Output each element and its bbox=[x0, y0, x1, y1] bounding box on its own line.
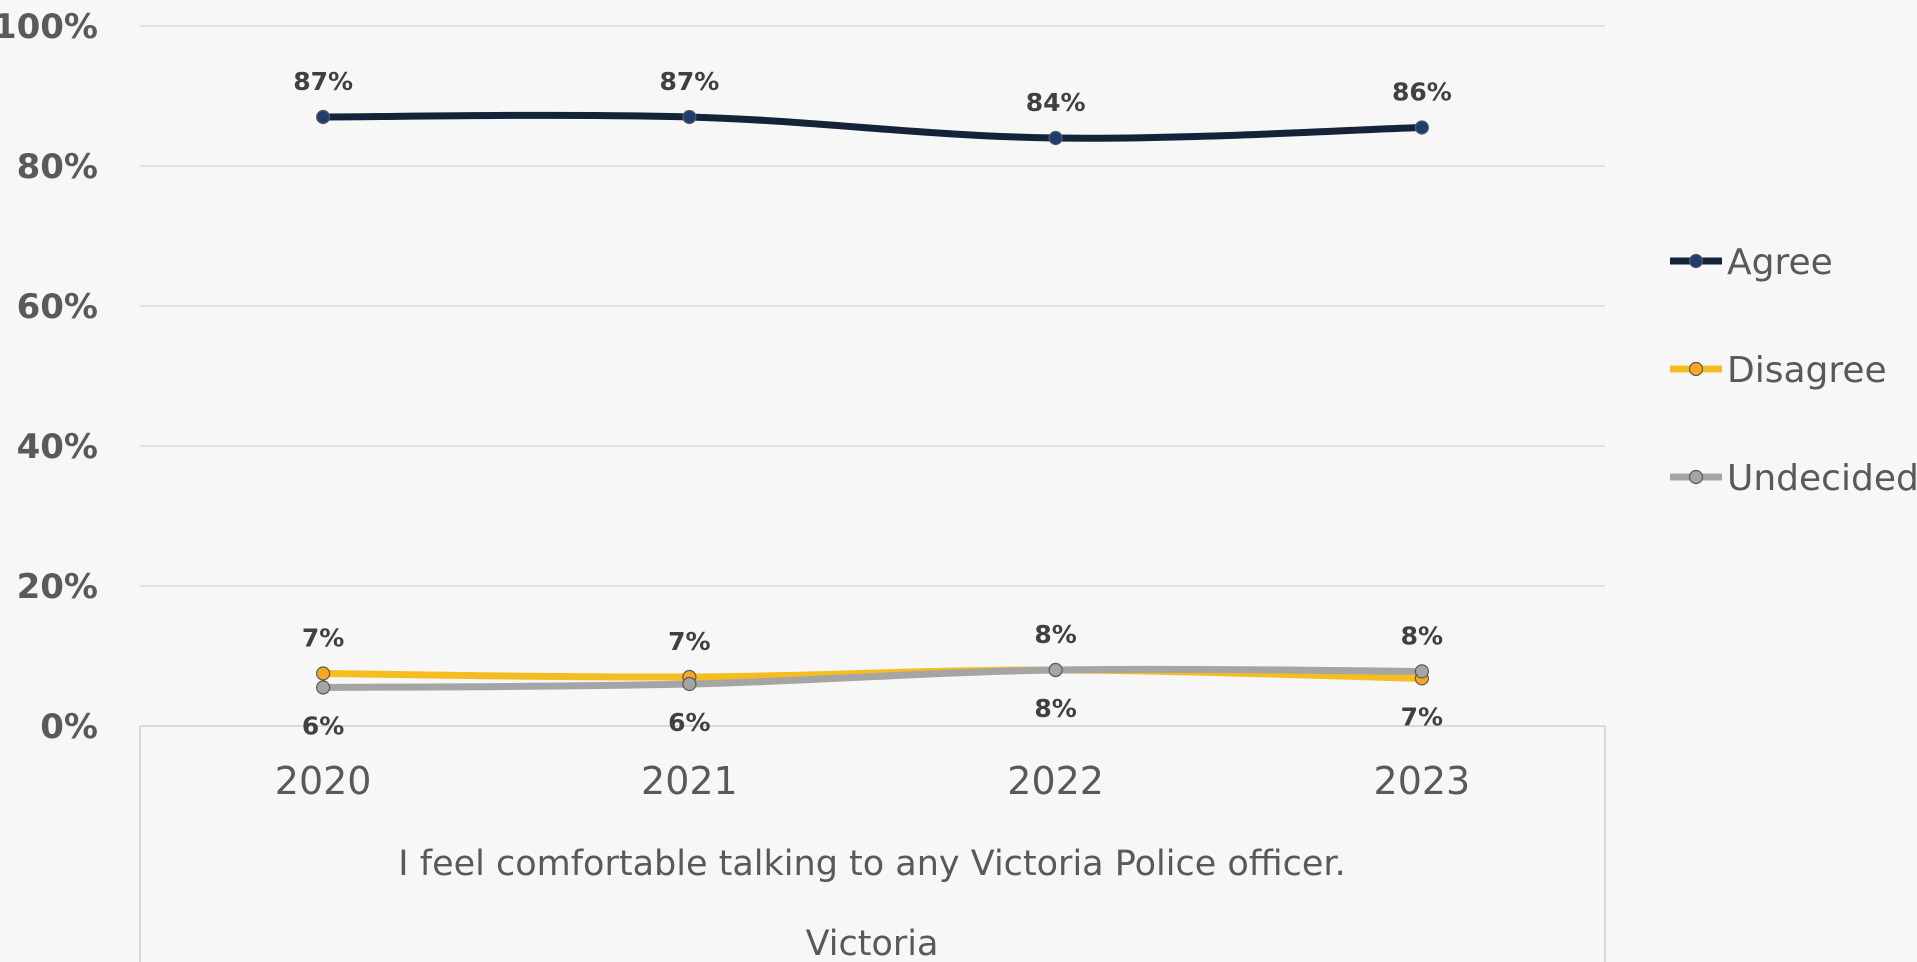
undecided-data-label: 6% bbox=[668, 708, 710, 737]
gridlines bbox=[140, 25, 1605, 587]
undecided-data-label: 6% bbox=[302, 712, 344, 741]
y-tick-label: 20% bbox=[17, 567, 98, 607]
agree-data-label: 87% bbox=[659, 67, 719, 96]
undecided-point bbox=[682, 676, 697, 692]
agree-point bbox=[682, 109, 697, 125]
agree-point bbox=[1048, 130, 1063, 146]
legend-marker-agree bbox=[1688, 253, 1704, 269]
y-tick-label: 0% bbox=[40, 707, 98, 747]
undecided-point bbox=[1048, 662, 1063, 678]
y-tick-label: 100% bbox=[0, 7, 98, 47]
disagree-data-label: 7% bbox=[668, 627, 710, 656]
x-axis-tick-labels: 2020 2021 2022 2023 bbox=[275, 759, 1470, 803]
legend-label-undecided: Undecided bbox=[1727, 458, 1917, 499]
data-labels: 87% 87% 84% 86% 7% 7% 8% 7% 6% 6% 8% 8% bbox=[293, 67, 1452, 741]
undecided-point bbox=[316, 680, 331, 695]
y-axis-tick-labels: 0% 20% 40% 60% 80% 100% bbox=[0, 7, 98, 747]
disagree-point bbox=[316, 666, 331, 681]
agree-point bbox=[316, 109, 331, 125]
agree-series-line bbox=[319, 111, 1426, 142]
disagree-data-label: 7% bbox=[302, 624, 344, 653]
agree-data-label: 87% bbox=[293, 67, 353, 96]
category-group-label-statement: I feel comfortable talking to any Victor… bbox=[398, 844, 1345, 884]
category-axis-frame bbox=[139, 725, 1606, 962]
x-tick-label: 2020 bbox=[275, 759, 372, 803]
disagree-data-label: 7% bbox=[1401, 702, 1443, 731]
category-group-label-region: Victoria bbox=[806, 924, 939, 962]
series-lines bbox=[316, 109, 1429, 695]
x-tick-label: 2022 bbox=[1007, 759, 1104, 803]
y-tick-label: 60% bbox=[17, 287, 98, 327]
legend-marker-undecided bbox=[1688, 469, 1704, 485]
x-tick-label: 2021 bbox=[641, 759, 738, 803]
legend: Agree Disagree Undecided bbox=[1670, 242, 1917, 499]
agree-data-label: 86% bbox=[1392, 78, 1452, 107]
y-tick-label: 40% bbox=[17, 427, 98, 467]
disagree-data-label: 8% bbox=[1034, 694, 1076, 723]
undecided-point bbox=[1414, 664, 1429, 679]
legend-label-disagree: Disagree bbox=[1727, 350, 1887, 391]
undecided-series-line bbox=[319, 665, 1426, 691]
agree-point bbox=[1414, 120, 1429, 135]
x-tick-label: 2023 bbox=[1374, 759, 1471, 803]
legend-label-agree: Agree bbox=[1727, 242, 1833, 283]
agree-data-label: 84% bbox=[1026, 88, 1086, 117]
y-tick-label: 80% bbox=[17, 147, 98, 187]
legend-marker-disagree bbox=[1688, 361, 1704, 377]
undecided-data-label: 8% bbox=[1401, 621, 1443, 650]
undecided-data-label: 8% bbox=[1034, 620, 1076, 649]
